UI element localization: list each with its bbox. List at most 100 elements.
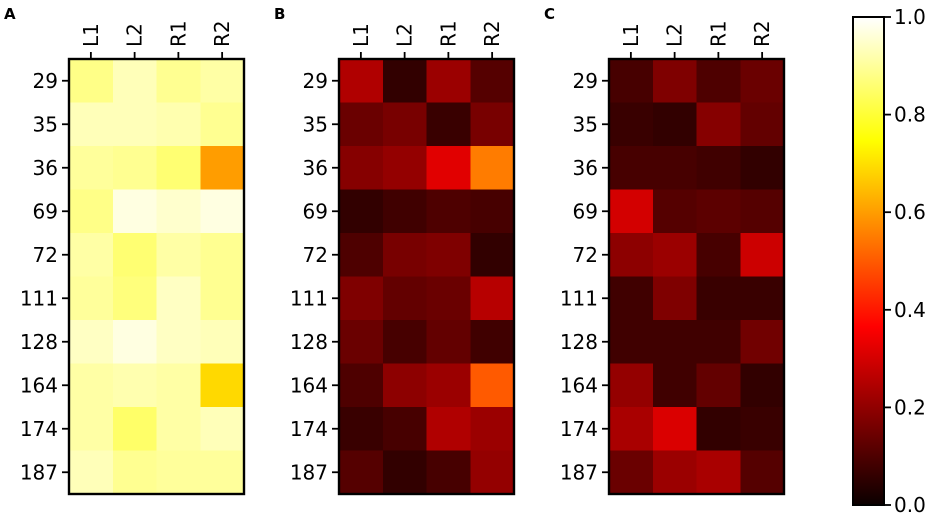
row-label: 128 <box>290 330 328 354</box>
column-label: R2 <box>750 20 774 47</box>
heatmap-cell <box>426 450 471 495</box>
heatmap-cell <box>382 233 428 278</box>
heatmap-cell <box>200 102 245 147</box>
heatmap-cell <box>200 450 245 495</box>
heatmap-cell <box>156 320 201 365</box>
heatmap-cell <box>740 407 785 452</box>
heatmap-cell <box>339 276 384 321</box>
colorbar: 0.0 0.2 0.4 0.6 0.8 1.0 <box>852 5 926 517</box>
heatmap-cell <box>156 276 201 321</box>
heatmap-cell <box>609 233 654 278</box>
heatmap-cell <box>652 363 698 408</box>
row-label: 29 <box>573 69 598 93</box>
column-label: L1 <box>349 23 373 47</box>
row-label: 174 <box>20 417 58 441</box>
heatmap-cell <box>740 450 785 495</box>
heatmap-cell <box>470 146 515 191</box>
heatmap-cell <box>69 407 114 452</box>
colorbar-gradient <box>853 17 884 505</box>
heatmap-cell <box>382 146 428 191</box>
row-label: 174 <box>560 417 598 441</box>
row-label: 69 <box>303 199 328 223</box>
heatmap-cell <box>740 102 785 147</box>
heatmap-cell <box>156 102 201 147</box>
heatmap-cell <box>740 189 785 234</box>
heatmap-cell <box>470 189 515 234</box>
heatmap-cell <box>609 59 654 104</box>
heatmap-cell <box>112 407 158 452</box>
column-label: L1 <box>79 23 103 47</box>
row-label: 164 <box>560 373 598 397</box>
column-label: L1 <box>619 23 643 47</box>
row-label: 72 <box>573 243 598 267</box>
heatmap-cell <box>200 146 245 191</box>
colorbar-tick-label: 0.0 <box>894 493 926 517</box>
heatmap-cell <box>426 407 471 452</box>
heatmap-panel-c: C L1 L2 R1 R2 29 35 36 69 72 111 128 164 174 187 <box>544 5 786 496</box>
heatmap-cell <box>470 450 515 495</box>
heatmap-cell <box>339 102 384 147</box>
heatmap-cell <box>156 233 201 278</box>
heatmap-cell <box>382 276 428 321</box>
row-label: 36 <box>33 156 58 180</box>
colorbar-tick-label: 0.4 <box>894 298 926 322</box>
heatmap-cell <box>652 450 698 495</box>
heatmap-cell <box>112 363 158 408</box>
row-label: 35 <box>33 112 58 136</box>
plot-frame <box>607 57 786 496</box>
heatmap-cell <box>112 450 158 495</box>
heatmap-cell <box>696 363 741 408</box>
heatmap-cell <box>696 450 741 495</box>
heatmap-cell <box>69 59 114 104</box>
row-label: 174 <box>290 417 328 441</box>
column-label: L2 <box>393 23 417 47</box>
row-label: 72 <box>303 243 328 267</box>
heatmap-cell <box>652 233 698 278</box>
heatmap-cell <box>200 59 245 104</box>
heatmap-cell <box>740 363 785 408</box>
colorbar-tick-label: 0.2 <box>894 395 926 419</box>
heatmap-cell <box>200 407 245 452</box>
heatmap-cell <box>470 233 515 278</box>
heatmap-cell <box>609 450 654 495</box>
heatmap-cell <box>156 363 201 408</box>
row-label: 35 <box>303 112 328 136</box>
heatmap-cell <box>112 320 158 365</box>
heatmap-cell <box>426 233 471 278</box>
heatmap-cell <box>200 233 245 278</box>
row-label: 128 <box>560 330 598 354</box>
heatmap-cell <box>69 450 114 495</box>
heatmap-cell <box>382 59 428 104</box>
heatmap-cell <box>382 450 428 495</box>
column-label: R2 <box>480 20 504 47</box>
heatmap-panel-b: B L1 L2 R1 R2 29 35 36 69 72 111 128 164 174 187 <box>274 5 516 496</box>
heatmap-cell <box>740 146 785 191</box>
heatmap-cell <box>426 146 471 191</box>
heatmap-cell <box>382 407 428 452</box>
heatmap-cell <box>112 233 158 278</box>
heatmap-cell <box>112 146 158 191</box>
heatmap-cell <box>470 276 515 321</box>
plot-frame <box>67 57 246 496</box>
heatmap-cell <box>69 189 114 234</box>
heatmap-panel-a: A L1 L2 R1 R2 29 35 36 69 72 111 128 164 174 187 <box>4 5 246 496</box>
heatmap-cell <box>112 102 158 147</box>
heatmap-cell <box>652 320 698 365</box>
column-label: R1 <box>436 20 460 47</box>
heatmap-cell <box>339 407 384 452</box>
heatmap-cell <box>426 363 471 408</box>
row-label: 128 <box>20 330 58 354</box>
heatmap-cell <box>156 407 201 452</box>
row-label: 29 <box>33 69 58 93</box>
row-label: 111 <box>20 286 58 310</box>
heatmap-cell <box>382 363 428 408</box>
heatmap-cell <box>740 276 785 321</box>
heatmap-cell <box>69 276 114 321</box>
heatmap-cell <box>470 59 515 104</box>
heatmap-cell <box>652 189 698 234</box>
colorbar-tick-label: 1.0 <box>894 5 926 29</box>
heatmap-cell <box>652 59 698 104</box>
panel-label: C <box>544 5 555 23</box>
heatmap-cell <box>69 233 114 278</box>
